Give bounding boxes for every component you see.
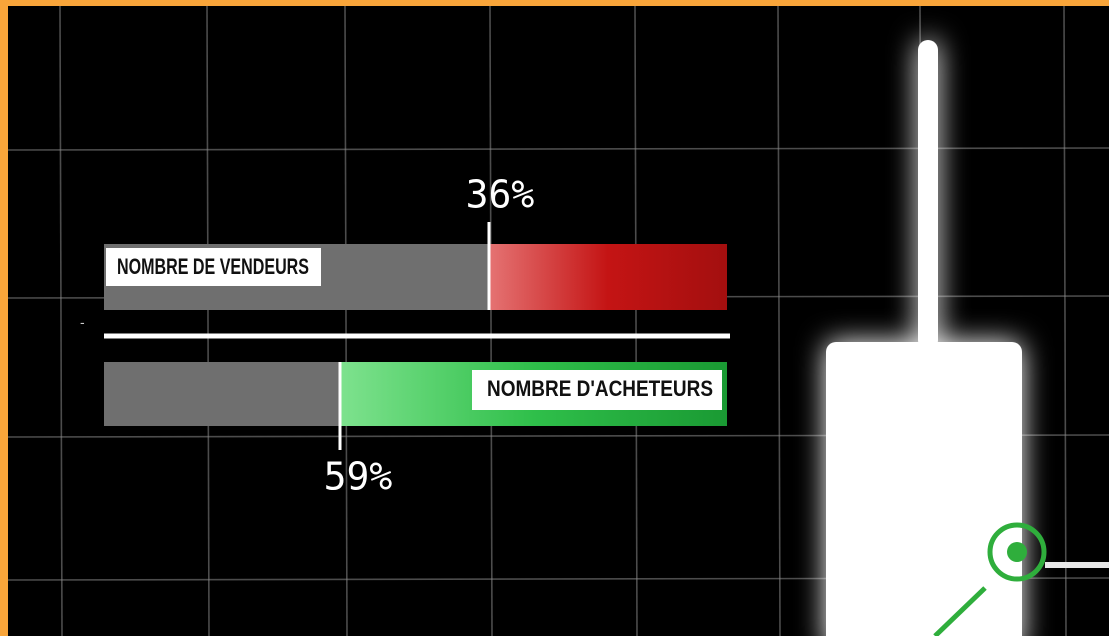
scene: NOMBRE DE VENDEURS 36% - NOMBRE D'ACHETE… — [0, 0, 1109, 636]
page: NOMBRE DE VENDEURS 36% - NOMBRE D'ACHETE… — [0, 0, 1109, 636]
bar-background — [104, 362, 340, 426]
bar-label: NOMBRE D'ACHETEURS — [487, 376, 713, 401]
sellers-bar — [489, 244, 727, 310]
percent-label: 59% — [324, 455, 393, 499]
separator-mark: - — [80, 314, 85, 330]
bar-label: NOMBRE DE VENDEURS — [117, 254, 309, 279]
percent-label: 36% — [466, 173, 535, 217]
